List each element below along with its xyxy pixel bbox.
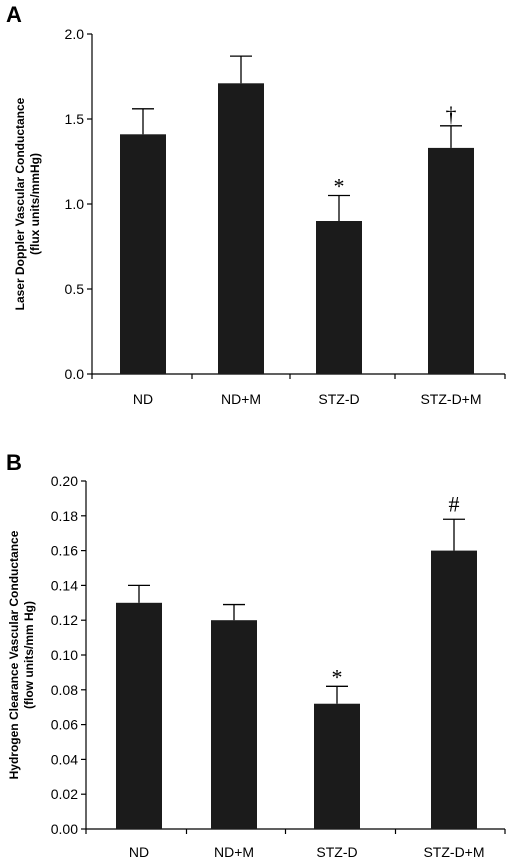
y-axis-title-line1: Laser Doppler Vascular Conductance xyxy=(13,97,27,310)
bar xyxy=(428,147,474,374)
y-tick-label: 0.08 xyxy=(51,682,78,698)
y-tick-label: 0.06 xyxy=(51,717,78,733)
y-tick-label: 0.16 xyxy=(51,543,78,559)
x-category-label: ND xyxy=(129,844,149,860)
bar xyxy=(431,550,477,829)
y-tick-label: 1.5 xyxy=(65,111,85,127)
y-axis-title-line2: (flux units/mmHg) xyxy=(28,153,42,255)
y-tick-label: 0.0 xyxy=(65,366,85,382)
significance-marker: * xyxy=(334,174,345,199)
y-tick-label: 1.0 xyxy=(65,196,85,212)
y-tick-label: 0.20 xyxy=(51,473,78,489)
panel-letter: B xyxy=(6,450,22,475)
significance-marker: * xyxy=(332,664,343,689)
x-category-label: ND+M xyxy=(221,391,261,407)
bar xyxy=(314,703,360,829)
x-category-label: STZ-D xyxy=(318,391,359,407)
y-tick-label: 0.18 xyxy=(51,508,78,524)
bar xyxy=(116,602,162,829)
significance-marker: † xyxy=(446,102,457,127)
x-category-label: ND+M xyxy=(214,844,254,860)
x-category-label: STZ-D+M xyxy=(423,844,484,860)
y-tick-label: 2.0 xyxy=(65,26,85,42)
y-tick-label: 0.10 xyxy=(51,647,78,663)
y-tick-label: 0.14 xyxy=(51,577,78,593)
x-category-label: ND xyxy=(133,391,153,407)
y-tick-label: 0.5 xyxy=(65,281,85,297)
bar xyxy=(316,221,362,374)
bar xyxy=(218,83,264,375)
significance-marker: # xyxy=(449,491,460,516)
y-tick-label: 0.02 xyxy=(51,786,78,802)
y-tick-label: 0.04 xyxy=(51,751,78,767)
bar xyxy=(120,134,166,374)
y-tick-label: 0.00 xyxy=(51,821,78,837)
bar xyxy=(211,620,257,829)
y-axis-title-line2: (flow units/mm Hg) xyxy=(22,601,36,709)
panel-letter: A xyxy=(6,2,22,27)
x-category-label: STZ-D xyxy=(316,844,357,860)
y-axis-title-line1: Hydrogen Clearance Vascular Conductance xyxy=(7,530,21,779)
x-category-label: STZ-D+M xyxy=(420,391,481,407)
y-tick-label: 0.12 xyxy=(51,612,78,628)
